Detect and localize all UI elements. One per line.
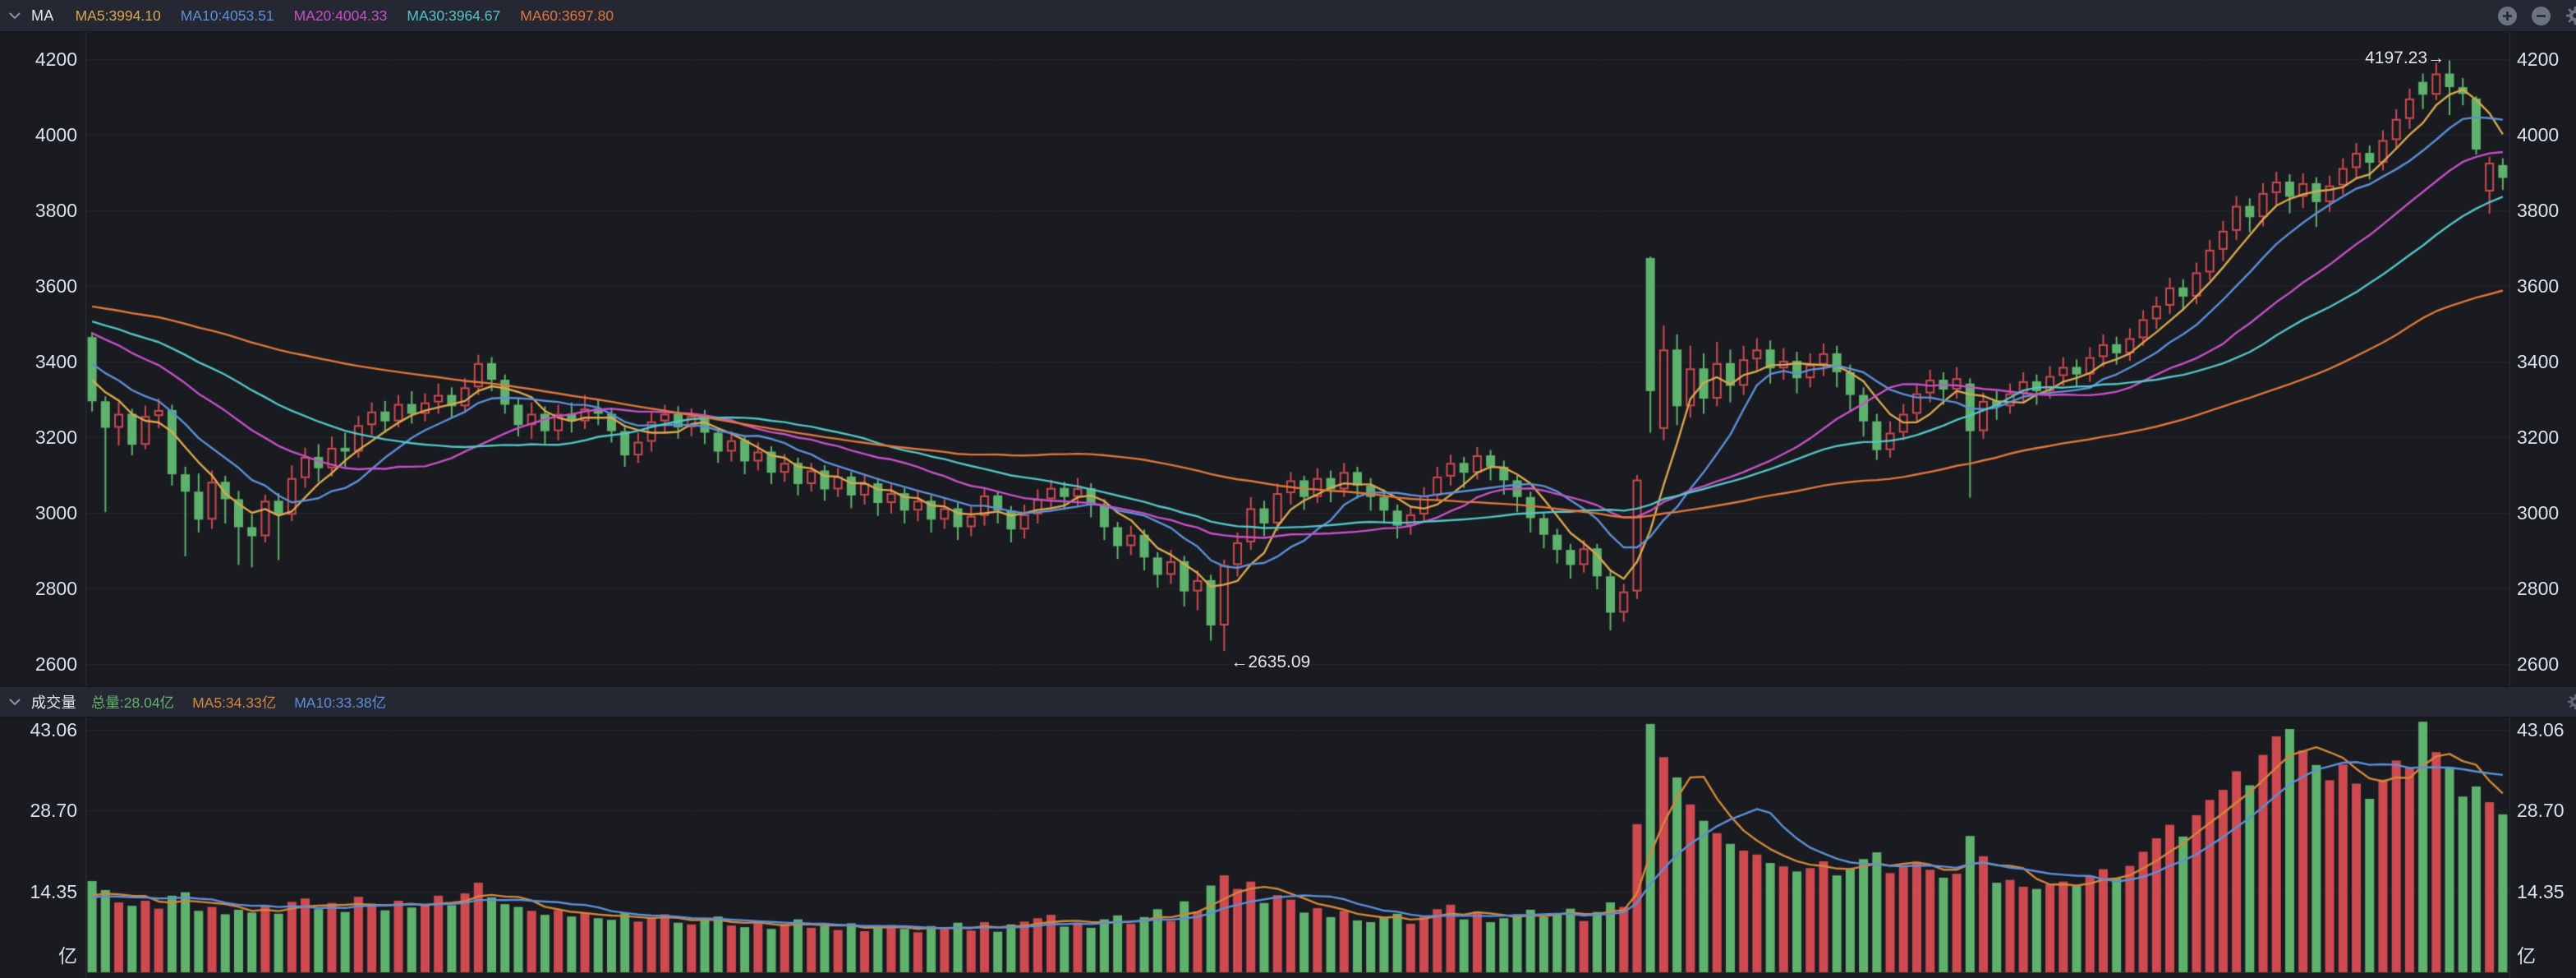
ma30-value: MA30:3964.67	[407, 7, 501, 24]
total-volume-value: 总量:28.04亿	[90, 694, 175, 711]
y-axis-label: 3000	[2517, 502, 2560, 524]
y-axis-label: 2800	[34, 578, 77, 599]
ma5-value: MA5:3994.10	[75, 7, 161, 24]
ma20-value: MA20:4004.33	[293, 7, 388, 24]
y-axis-label: 亿	[2517, 945, 2536, 966]
gear-icon	[2566, 7, 2576, 25]
y-axis-label: 2600	[34, 653, 77, 675]
zoom-out-button[interactable]	[2532, 6, 2551, 25]
minus-icon	[2537, 14, 2546, 17]
y-axis-label: 4000	[34, 124, 77, 145]
zoom-in-button[interactable]	[2498, 6, 2517, 25]
ma60-value: MA60:3697.80	[520, 7, 614, 24]
y-axis-label: 3200	[2517, 427, 2560, 448]
volume-toolbar: 成交量 总量:28.04亿 MA5:34.33亿 MA10:33.38亿	[0, 686, 2576, 717]
volume-settings-button[interactable]	[2567, 694, 2576, 710]
y-axis-label: 4200	[34, 48, 77, 70]
plus-icon	[2503, 11, 2512, 21]
y-axis-label: 4000	[2517, 124, 2560, 145]
ma-indicator-title: MA	[31, 7, 54, 24]
chevron-down-icon[interactable]	[8, 12, 21, 20]
gear-icon	[2567, 694, 2576, 710]
ma10-value: MA10:4053.51	[180, 7, 274, 24]
y-axis-label: 3600	[34, 275, 77, 297]
settings-button[interactable]	[2565, 6, 2576, 25]
y-axis-label: 2800	[2517, 578, 2560, 599]
y-axis-label: 3800	[2517, 200, 2560, 221]
y-axis-label: 43.06	[2517, 719, 2564, 740]
chevron-down-icon[interactable]	[8, 698, 21, 706]
y-axis-label: 28.70	[30, 800, 77, 822]
y-axis-label: 28.70	[2517, 800, 2564, 822]
ma-legend: MA5:3994.10 MA10:4053.51 MA20:4004.33 MA…	[76, 7, 614, 25]
volume-pane-title: 成交量	[31, 694, 76, 711]
low-price-annotation: ←2635.09	[1230, 652, 1311, 671]
y-axis-label: 3600	[2517, 275, 2560, 297]
volume-ma10-value: MA10:33.38亿	[294, 694, 387, 711]
y-axis-label: 2600	[2517, 653, 2560, 675]
y-axis-label: 43.06	[30, 719, 77, 740]
y-axis-label: 3000	[34, 502, 77, 524]
y-axis-label: 14.35	[2517, 880, 2564, 902]
y-axis-label: 3400	[34, 351, 77, 372]
y-axis-label: 14.35	[30, 880, 77, 902]
y-axis-label: 3400	[2517, 351, 2560, 372]
chart-controls	[2498, 6, 2576, 25]
y-axis-label: 亿	[58, 945, 77, 966]
y-axis-label: 3200	[34, 427, 77, 448]
y-axis-label: 3800	[34, 200, 77, 221]
y-axis-label: 4200	[2517, 48, 2560, 70]
high-price-annotation: 4197.23→	[2365, 48, 2445, 68]
volume-ma5-value: MA5:34.33亿	[192, 694, 277, 711]
ma-toolbar: MA MA5:3994.10 MA10:4053.51 MA20:4004.33…	[0, 0, 2576, 32]
volume-legend: 总量:28.04亿 MA5:34.33亿 MA10:33.38亿	[91, 692, 386, 713]
